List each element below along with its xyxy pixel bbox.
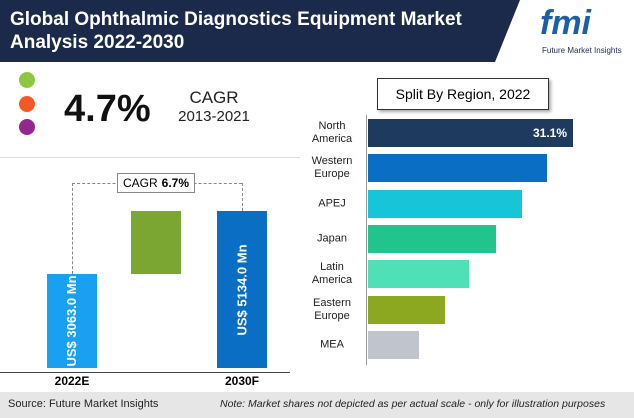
region-title: Split By Region, 2022 (377, 78, 549, 110)
bar (368, 189, 523, 218)
bar (368, 154, 548, 183)
logo-caption: Future Market Insights (542, 46, 622, 55)
dot (19, 72, 35, 88)
category-label: North America (311, 120, 353, 145)
divider (0, 157, 300, 158)
cagr-label: CAGR (189, 88, 239, 107)
increment-bar (131, 211, 181, 275)
dashed-line (72, 183, 74, 275)
value-label: 31.1% (532, 126, 567, 140)
bar (368, 224, 496, 253)
x-tick-label: 2030F (224, 374, 260, 388)
title: Global Ophthalmic Diagnostics Equipment … (10, 9, 462, 53)
value-label: US$ 3063.0 Mn (63, 275, 79, 367)
dot (19, 119, 35, 135)
category-label: MEA (320, 338, 344, 351)
x-tick-label: 2022E (54, 374, 90, 388)
dashed-line (242, 183, 244, 211)
source: Source: Future Market Insights (8, 398, 159, 410)
bar (368, 330, 419, 359)
footer (0, 392, 634, 418)
category-label: APEJ (318, 197, 346, 210)
cagr-label: CAGR (123, 176, 158, 190)
bar: 31.1% (368, 119, 573, 147)
value-label: US$ 5134.0 Mn (234, 243, 249, 336)
category-label: Western Europe (311, 155, 353, 181)
cagr-box: CAGR 6.7% (117, 173, 196, 193)
axis-line (366, 115, 367, 365)
cagr-period: 2013-2021 (178, 108, 250, 125)
category-label: Japan (317, 232, 347, 245)
bar (368, 260, 469, 289)
bar (368, 295, 446, 324)
bar (217, 211, 267, 368)
category-label: Eastern Europe (313, 296, 351, 322)
bar (47, 274, 97, 368)
category-label: Latin America (311, 261, 353, 287)
dot (19, 96, 35, 112)
header-band (0, 0, 520, 62)
cagr-value: 6.7% (161, 176, 190, 190)
baseline (0, 372, 290, 373)
note: Note: Market shares not depicted as per … (220, 398, 606, 410)
logo: fmi (540, 4, 591, 42)
cagr-value: 4.7% (64, 88, 151, 130)
